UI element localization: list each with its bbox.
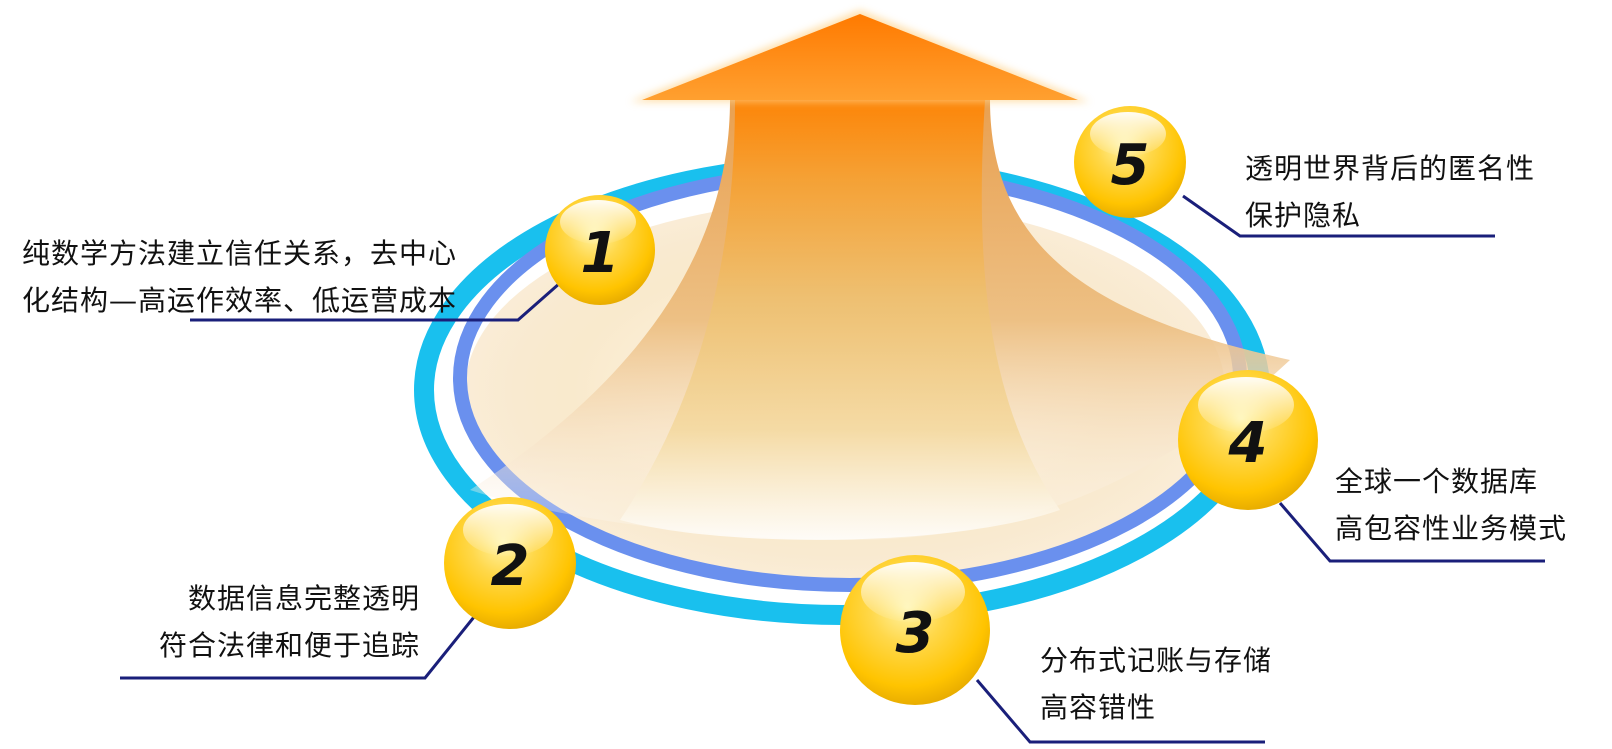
- step-label-5: 透明世界背后的匿名性 保护隐私: [1245, 145, 1535, 239]
- leader-line-2: [120, 611, 480, 680]
- step-2-line-1: 数据信息完整透明: [187, 582, 420, 615]
- step-ball-5: 5: [1074, 106, 1186, 218]
- arrow-core: [620, 100, 1060, 540]
- leader-line-1: [190, 281, 561, 322]
- step-ball-1: 1: [545, 195, 655, 305]
- step-label-2: 数据信息完整透明 符合法律和便于追踪: [110, 575, 420, 669]
- leader-line-5: [1182, 194, 1495, 238]
- step-5-line-2: 保护隐私: [1245, 199, 1362, 232]
- step-number-3: 3: [896, 601, 935, 666]
- step-1-line-2: 化结构—高运作效率、低运营成本: [22, 284, 458, 317]
- step-label-3: 分布式记账与存储 高容错性: [1040, 637, 1272, 731]
- step-3-line-2: 高容错性: [1040, 691, 1157, 724]
- step-number-2: 2: [491, 534, 530, 599]
- step-2-line-2: 符合法律和便于追踪: [158, 629, 420, 662]
- step-4-line-1: 全球一个数据库: [1335, 465, 1539, 498]
- step-label-4: 全球一个数据库 高包容性业务模式: [1335, 458, 1567, 552]
- step-5-line-1: 透明世界背后的匿名性: [1245, 152, 1536, 185]
- step-number-4: 4: [1228, 411, 1268, 476]
- arrow-head: [642, 14, 1078, 100]
- step-label-1: 纯数学方法建立信任关系，去中心 化结构—高运作效率、低运营成本: [22, 230, 457, 324]
- step-1-line-1: 纯数学方法建立信任关系，去中心: [22, 237, 458, 270]
- leader-line-4: [1278, 502, 1545, 563]
- leader-line-3: [975, 679, 1265, 744]
- step-ball-2: 2: [444, 497, 576, 629]
- leader-lines: [120, 194, 1545, 744]
- step-ball-3: 3: [840, 555, 990, 705]
- step-4-line-2: 高包容性业务模式: [1335, 512, 1568, 545]
- step-ball-4: 4: [1178, 370, 1318, 510]
- step-3-line-1: 分布式记账与存储: [1040, 644, 1273, 677]
- step-number-5: 5: [1111, 133, 1150, 198]
- step-number-1: 1: [581, 221, 620, 286]
